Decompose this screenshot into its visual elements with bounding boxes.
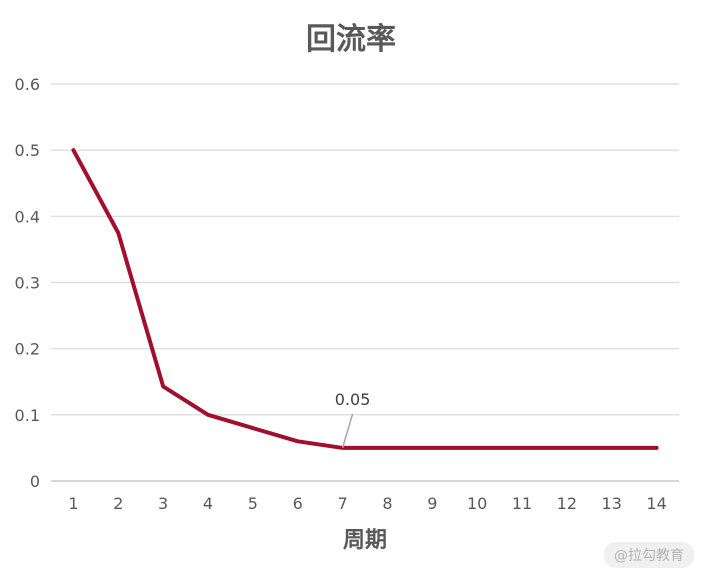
y-tick-label: 0.3 [15, 274, 40, 293]
x-axis-title: 周期 [342, 528, 387, 553]
x-tick-label: 10 [467, 494, 487, 513]
x-tick-label: 2 [113, 494, 123, 513]
x-tick-label: 8 [382, 494, 392, 513]
watermark: @拉勾教育 [604, 542, 694, 568]
chart-title: 回流率 [306, 22, 396, 57]
x-tick-label: 12 [557, 494, 577, 513]
y-tick-label: 0 [30, 472, 40, 491]
x-tick-label: 4 [203, 494, 213, 513]
y-tick-label: 0.6 [15, 75, 40, 94]
x-tick-label: 13 [602, 494, 622, 513]
annotation-leader-line [341, 413, 354, 449]
x-tick-label: 6 [293, 494, 303, 513]
x-tick-label: 11 [512, 494, 532, 513]
x-tick-label: 1 [68, 494, 78, 513]
y-tick-label: 0.1 [15, 406, 40, 425]
x-tick-label: 9 [427, 494, 437, 513]
x-tick-label: 7 [337, 494, 347, 513]
y-tick-label: 0.5 [15, 141, 40, 160]
x-tick-label: 5 [248, 494, 258, 513]
y-tick-label: 0.2 [15, 340, 40, 359]
x-tick-label: 14 [646, 494, 666, 513]
annotation-label: 0.05 [335, 390, 371, 409]
x-tick-label: 3 [158, 494, 168, 513]
y-tick-label: 0.4 [15, 207, 40, 226]
series-line [71, 148, 659, 450]
